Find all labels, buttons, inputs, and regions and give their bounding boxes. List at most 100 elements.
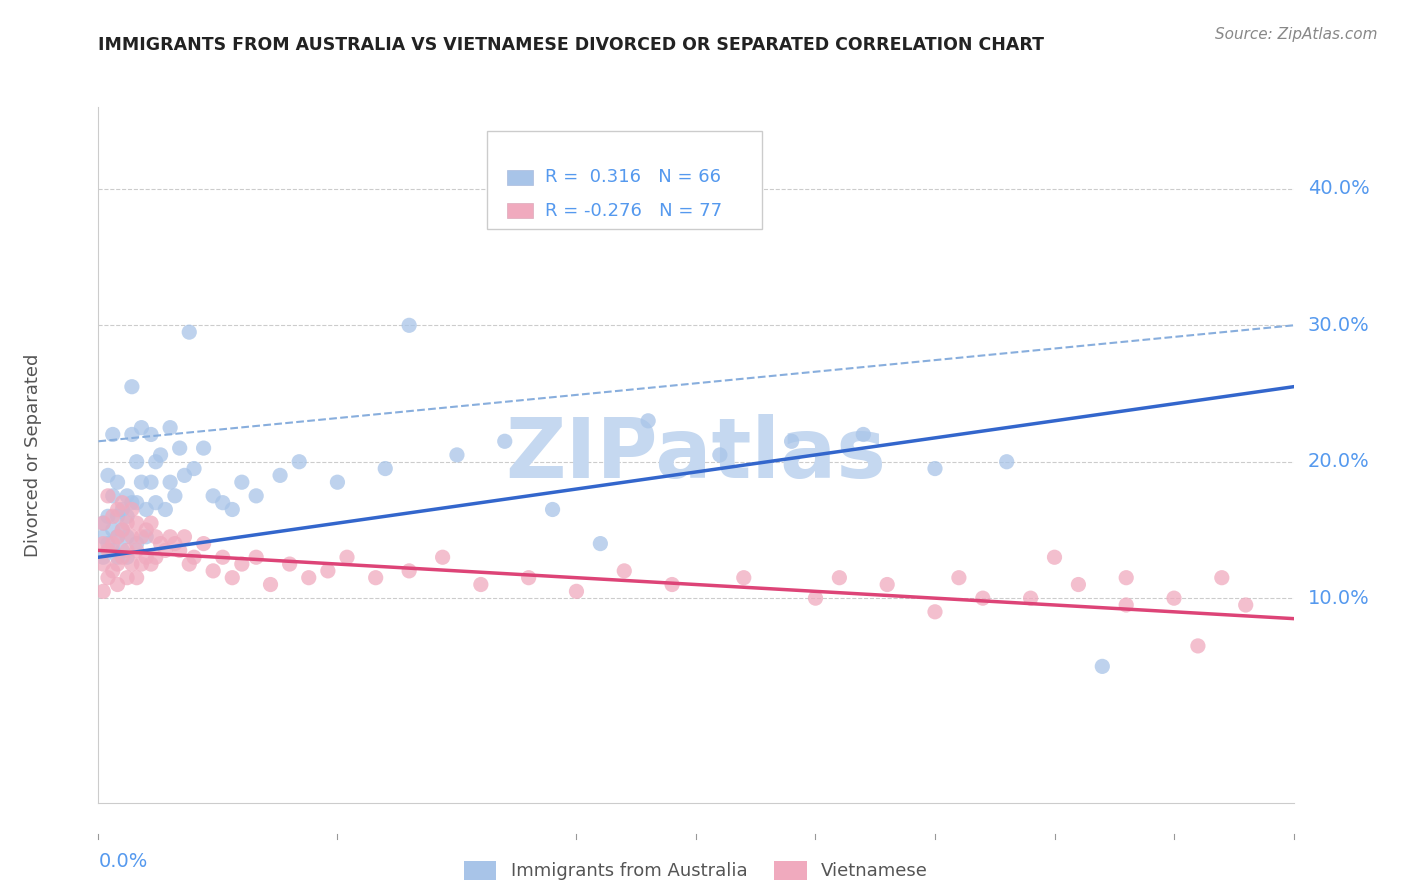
- Point: [637, 414, 659, 428]
- Point: [125, 516, 148, 530]
- Text: R =  0.316   N = 66: R = 0.316 N = 66: [546, 169, 721, 186]
- Point: [97, 536, 120, 550]
- Point: [115, 543, 138, 558]
- Point: [101, 564, 124, 578]
- Point: [115, 509, 138, 524]
- Point: [97, 543, 120, 558]
- Point: [1234, 598, 1257, 612]
- Point: [221, 571, 243, 585]
- Point: [115, 489, 138, 503]
- Point: [231, 557, 253, 571]
- Point: [91, 584, 114, 599]
- Point: [121, 427, 143, 442]
- Point: [135, 530, 157, 544]
- Point: [121, 380, 143, 394]
- Point: [173, 530, 195, 544]
- Point: [115, 516, 138, 530]
- Point: [111, 550, 134, 565]
- Text: 40.0%: 40.0%: [1308, 179, 1369, 198]
- Point: [107, 530, 129, 544]
- Point: [924, 605, 946, 619]
- Text: 20.0%: 20.0%: [1308, 452, 1369, 471]
- Point: [398, 318, 420, 333]
- Point: [269, 468, 291, 483]
- Point: [179, 325, 201, 339]
- Point: [245, 489, 267, 503]
- Point: [211, 550, 233, 565]
- Point: [91, 516, 114, 530]
- Point: [179, 557, 201, 571]
- Point: [107, 577, 129, 591]
- Point: [1043, 550, 1066, 565]
- Text: 30.0%: 30.0%: [1308, 316, 1369, 334]
- Text: 0.0%: 0.0%: [98, 852, 148, 871]
- Point: [163, 489, 186, 503]
- Point: [1091, 659, 1114, 673]
- Point: [202, 489, 225, 503]
- Point: [111, 502, 134, 516]
- Point: [131, 475, 153, 490]
- Point: [278, 557, 301, 571]
- Point: [183, 461, 205, 475]
- Point: [135, 502, 157, 516]
- Point: [173, 468, 195, 483]
- Text: ZIPatlas: ZIPatlas: [506, 415, 886, 495]
- Point: [972, 591, 994, 606]
- FancyBboxPatch shape: [508, 203, 533, 219]
- Point: [1211, 571, 1233, 585]
- Point: [91, 536, 114, 550]
- Point: [804, 591, 827, 606]
- Point: [1115, 571, 1137, 585]
- Point: [91, 550, 114, 565]
- Point: [298, 571, 321, 585]
- Point: [733, 571, 755, 585]
- Text: 10.0%: 10.0%: [1308, 589, 1369, 607]
- Point: [121, 530, 143, 544]
- Point: [111, 543, 134, 558]
- Point: [231, 475, 253, 490]
- Point: [139, 475, 162, 490]
- Text: IMMIGRANTS FROM AUSTRALIA VS VIETNAMESE DIVORCED OR SEPARATED CORRELATION CHART: IMMIGRANTS FROM AUSTRALIA VS VIETNAMESE …: [98, 36, 1045, 54]
- Point: [135, 550, 157, 565]
- Point: [589, 536, 612, 550]
- Text: R = -0.276   N = 77: R = -0.276 N = 77: [546, 202, 723, 219]
- Point: [139, 516, 162, 530]
- Point: [661, 577, 683, 591]
- Point: [1067, 577, 1090, 591]
- Point: [852, 427, 875, 442]
- Point: [159, 420, 181, 434]
- Point: [541, 502, 564, 516]
- Point: [169, 543, 191, 558]
- Point: [115, 530, 138, 544]
- Point: [125, 536, 148, 550]
- Point: [131, 557, 153, 571]
- Point: [145, 550, 167, 565]
- Point: [221, 502, 243, 516]
- Point: [91, 516, 114, 530]
- Point: [163, 536, 186, 550]
- Point: [316, 564, 339, 578]
- Point: [245, 550, 267, 565]
- Point: [139, 557, 162, 571]
- Point: [374, 461, 396, 475]
- Point: [876, 577, 898, 591]
- Point: [125, 571, 148, 585]
- FancyBboxPatch shape: [486, 131, 762, 229]
- Point: [115, 571, 138, 585]
- Point: [202, 564, 225, 578]
- Point: [97, 489, 120, 503]
- Point: [995, 455, 1018, 469]
- Point: [155, 502, 177, 516]
- Point: [121, 557, 143, 571]
- Point: [121, 496, 143, 510]
- Point: [288, 455, 311, 469]
- Point: [193, 536, 215, 550]
- Point: [211, 496, 233, 510]
- Point: [183, 550, 205, 565]
- Point: [1115, 598, 1137, 612]
- Point: [159, 530, 181, 544]
- Point: [131, 530, 153, 544]
- Point: [139, 427, 162, 442]
- Point: [336, 550, 359, 565]
- Point: [107, 509, 129, 524]
